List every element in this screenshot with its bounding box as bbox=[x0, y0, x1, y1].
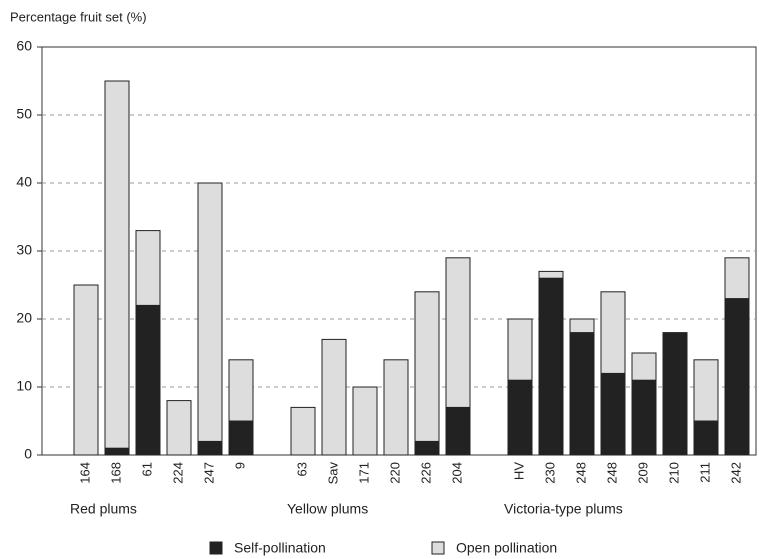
x-tick-label: 171 bbox=[356, 462, 371, 484]
y-tick-label: 0 bbox=[24, 446, 32, 462]
legend-label: Open pollination bbox=[456, 540, 557, 556]
bar-segment bbox=[135, 230, 161, 306]
bar-segment bbox=[104, 80, 130, 449]
x-tick-label: 164 bbox=[77, 462, 92, 484]
bar-segment bbox=[352, 386, 378, 456]
bar-segment bbox=[600, 372, 626, 456]
bar-segment bbox=[724, 298, 750, 456]
bar-segment bbox=[73, 284, 99, 456]
group-label: Victoria-type plums bbox=[504, 501, 623, 517]
x-tick-label: 63 bbox=[294, 462, 309, 476]
bar-segment bbox=[569, 332, 595, 456]
bar-segment bbox=[507, 318, 533, 381]
bar-segment bbox=[104, 447, 130, 456]
y-tick-label: 10 bbox=[16, 378, 32, 394]
bar-segment bbox=[600, 291, 626, 374]
y-tick-label: 60 bbox=[16, 38, 32, 54]
group-label: Red plums bbox=[70, 501, 137, 517]
bar-segment bbox=[166, 400, 192, 456]
bar-segment bbox=[197, 440, 223, 456]
x-tick-label: 209 bbox=[635, 462, 650, 484]
x-tick-label: 210 bbox=[666, 462, 681, 484]
legend-swatch bbox=[209, 541, 223, 555]
y-tick-label: 30 bbox=[16, 242, 32, 258]
x-tick-label: 226 bbox=[418, 462, 433, 484]
bar-segment bbox=[383, 359, 409, 456]
x-tick-label: Sav bbox=[325, 462, 340, 485]
bar-segment bbox=[414, 291, 440, 442]
bar-segment bbox=[538, 270, 564, 279]
bar-segment bbox=[228, 420, 254, 456]
x-tick-label: 9 bbox=[232, 462, 247, 469]
x-tick-label: 248 bbox=[604, 462, 619, 484]
y-axis-title: Percentage fruit set (%) bbox=[10, 9, 147, 24]
bar-segment bbox=[538, 277, 564, 456]
x-tick-label: 204 bbox=[449, 462, 464, 484]
y-tick-label: 40 bbox=[16, 174, 32, 190]
bar-segment bbox=[197, 182, 223, 442]
bar-segment bbox=[569, 318, 595, 334]
bar-segment bbox=[321, 338, 347, 456]
y-tick-label: 20 bbox=[16, 310, 32, 326]
bar-segment bbox=[631, 379, 657, 456]
x-tick-label: 61 bbox=[139, 462, 154, 476]
y-tick-label: 50 bbox=[16, 106, 32, 122]
x-tick-label: 224 bbox=[170, 462, 185, 484]
group-label: Yellow plums bbox=[287, 501, 368, 517]
x-tick-label: 211 bbox=[697, 462, 712, 483]
bar-segment bbox=[631, 352, 657, 381]
bar-segment bbox=[445, 257, 471, 408]
x-tick-label: 247 bbox=[201, 462, 216, 484]
legend-swatch bbox=[431, 541, 445, 555]
bar-segment bbox=[445, 406, 471, 456]
x-tick-label: HV bbox=[511, 462, 526, 480]
bar-segment bbox=[228, 359, 254, 422]
bar-segment bbox=[135, 304, 161, 456]
bar-segment bbox=[693, 359, 719, 422]
x-tick-label: 242 bbox=[728, 462, 743, 484]
bar-segment bbox=[693, 420, 719, 456]
legend-label: Self-pollination bbox=[234, 540, 326, 556]
bar-segment bbox=[724, 257, 750, 300]
x-tick-label: 220 bbox=[387, 462, 402, 484]
bar-segment bbox=[662, 332, 688, 456]
x-tick-label: 168 bbox=[108, 462, 123, 484]
bar-segment bbox=[290, 406, 316, 456]
bar-segment bbox=[414, 440, 440, 456]
x-tick-label: 230 bbox=[542, 462, 557, 484]
bar-segment bbox=[507, 379, 533, 456]
x-tick-label: 248 bbox=[573, 462, 588, 484]
